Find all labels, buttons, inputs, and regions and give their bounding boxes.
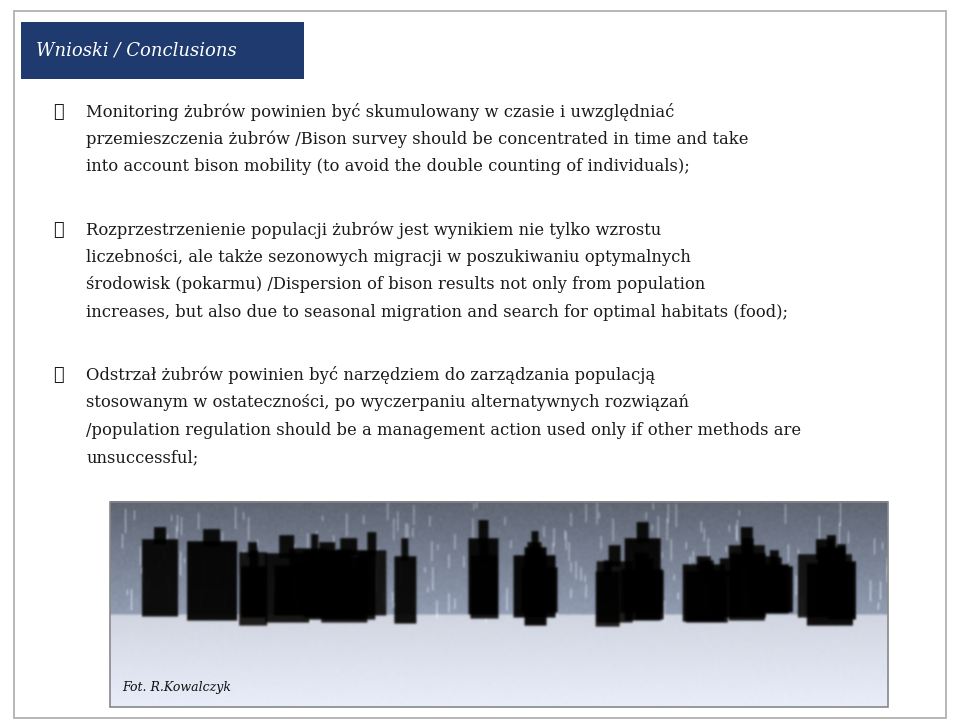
Text: środowisk (pokarmu) /Dispersion of bison results not only from population: środowisk (pokarmu) /Dispersion of bison… xyxy=(86,276,706,293)
Text: /population regulation should be a management action used only if other methods : /population regulation should be a manag… xyxy=(86,422,802,438)
Text: przemieszczenia żubrów /Bison survey should be concentrated in time and take: przemieszczenia żubrów /Bison survey sho… xyxy=(86,131,749,148)
Text: ✓: ✓ xyxy=(53,366,63,385)
Text: liczebności, ale także sezonowych migracji w poszukiwaniu optymalnych: liczebności, ale także sezonowych migrac… xyxy=(86,249,691,265)
Text: Odstrzał żubrów powinien być narzędziem do zarządzania populacją: Odstrzał żubrów powinien być narzędziem … xyxy=(86,366,656,385)
Text: into account bison mobility (to avoid the double counting of individuals);: into account bison mobility (to avoid th… xyxy=(86,158,690,175)
Text: ✓: ✓ xyxy=(53,221,63,239)
Text: stosowanym w ostateczności, po wyczerpaniu alternatywnych rozwiązań: stosowanym w ostateczności, po wyczerpan… xyxy=(86,394,689,411)
Text: Wnioski / Conclusions: Wnioski / Conclusions xyxy=(36,41,236,59)
Bar xyxy=(21,22,304,79)
Text: Monitoring żubrów powinien być skumulowany w czasie i uwzględniać: Monitoring żubrów powinien być skumulowa… xyxy=(86,103,675,121)
Bar xyxy=(110,502,888,707)
Text: increases, but also due to seasonal migration and search for optimal habitats (f: increases, but also due to seasonal migr… xyxy=(86,304,788,321)
Text: ✓: ✓ xyxy=(53,103,63,121)
Text: Fot. R.Kowalczyk: Fot. R.Kowalczyk xyxy=(122,681,231,694)
Text: Rozprzestrzenienie populacji żubrów jest wynikiem nie tylko wzrostu: Rozprzestrzenienie populacji żubrów jest… xyxy=(86,221,661,238)
Text: unsuccessful;: unsuccessful; xyxy=(86,449,199,466)
